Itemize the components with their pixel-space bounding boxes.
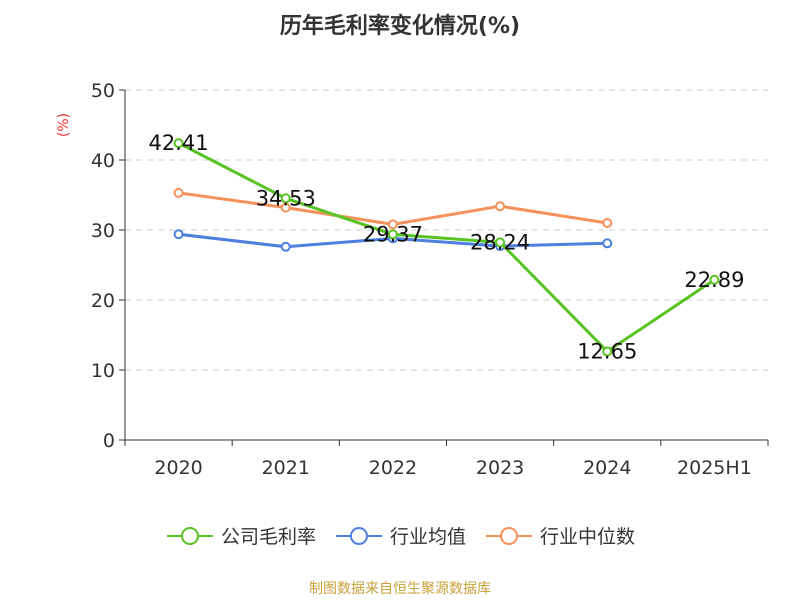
legend-item[interactable]: 行业均值 xyxy=(334,522,466,549)
source-note: 制图数据来自恒生聚源数据库 xyxy=(309,581,491,597)
y-tick-label: 10 xyxy=(91,360,115,382)
series-point-2 xyxy=(173,187,184,198)
y-tick-label: 50 xyxy=(91,80,115,102)
legend-marker-circle xyxy=(180,526,199,545)
data-label: 22.89 xyxy=(684,268,744,292)
series-line-0 xyxy=(177,141,716,353)
y-tick-label: 40 xyxy=(91,150,115,172)
x-tick-label: 2020 xyxy=(154,457,202,479)
legend-label: 行业均值 xyxy=(389,526,466,548)
y-tick-label: 20 xyxy=(91,290,115,312)
legend-item[interactable]: 行业中位数 xyxy=(484,522,635,549)
legend-marker xyxy=(166,526,213,545)
y-unit-label: (%) xyxy=(56,113,72,137)
legend-label: 公司毛利率 xyxy=(220,526,316,548)
series-point-1 xyxy=(280,241,291,252)
data-label: 34.53 xyxy=(256,186,316,210)
legend-item[interactable]: 公司毛利率 xyxy=(165,522,316,549)
y-tick-label: 30 xyxy=(91,220,115,242)
legend-marker-circle xyxy=(349,526,368,545)
data-label: 28.24 xyxy=(470,230,530,254)
x-tick-label: 2021 xyxy=(262,457,310,479)
data-label: 42.41 xyxy=(149,131,209,155)
x-tick-label: 2024 xyxy=(583,457,631,479)
axes: 0 10 20 30 40 50 2020 2021 2022 2023 2024 2025H1 (%) xyxy=(56,80,769,479)
x-tick-label: 2023 xyxy=(476,457,524,479)
series-point-0 xyxy=(173,138,184,149)
legend-label: 行业中位数 xyxy=(540,526,636,548)
series-layer xyxy=(173,138,720,357)
data-label: 29.37 xyxy=(363,222,423,246)
series-point-1 xyxy=(602,238,613,249)
data-labels: 42.41 34.53 29.37 28.24 12.65 22.89 xyxy=(149,131,745,363)
x-tick-label: 2025H1 xyxy=(677,457,752,479)
series-point-0 xyxy=(602,346,613,357)
series-point-2 xyxy=(280,202,291,213)
grid-lines xyxy=(125,89,768,371)
series-point-2 xyxy=(602,218,613,228)
legend-marker xyxy=(335,526,382,545)
data-label: 12.65 xyxy=(577,339,637,363)
series-point-0 xyxy=(495,237,506,248)
x-tick-label: 2022 xyxy=(369,457,417,479)
legend: 公司毛利率 行业均值 行业中位数 xyxy=(0,522,800,549)
series-point-2 xyxy=(387,219,398,230)
legend-marker xyxy=(486,526,532,545)
series-point-1 xyxy=(173,229,184,240)
series-point-0 xyxy=(387,229,398,240)
legend-marker-circle xyxy=(500,526,518,545)
y-tick-label: 0 xyxy=(103,430,115,452)
chart-title: 历年毛利率变化情况(%) xyxy=(279,14,521,39)
series-point-2 xyxy=(495,201,506,212)
series-point-0 xyxy=(280,193,291,204)
series-point-0 xyxy=(709,274,720,285)
